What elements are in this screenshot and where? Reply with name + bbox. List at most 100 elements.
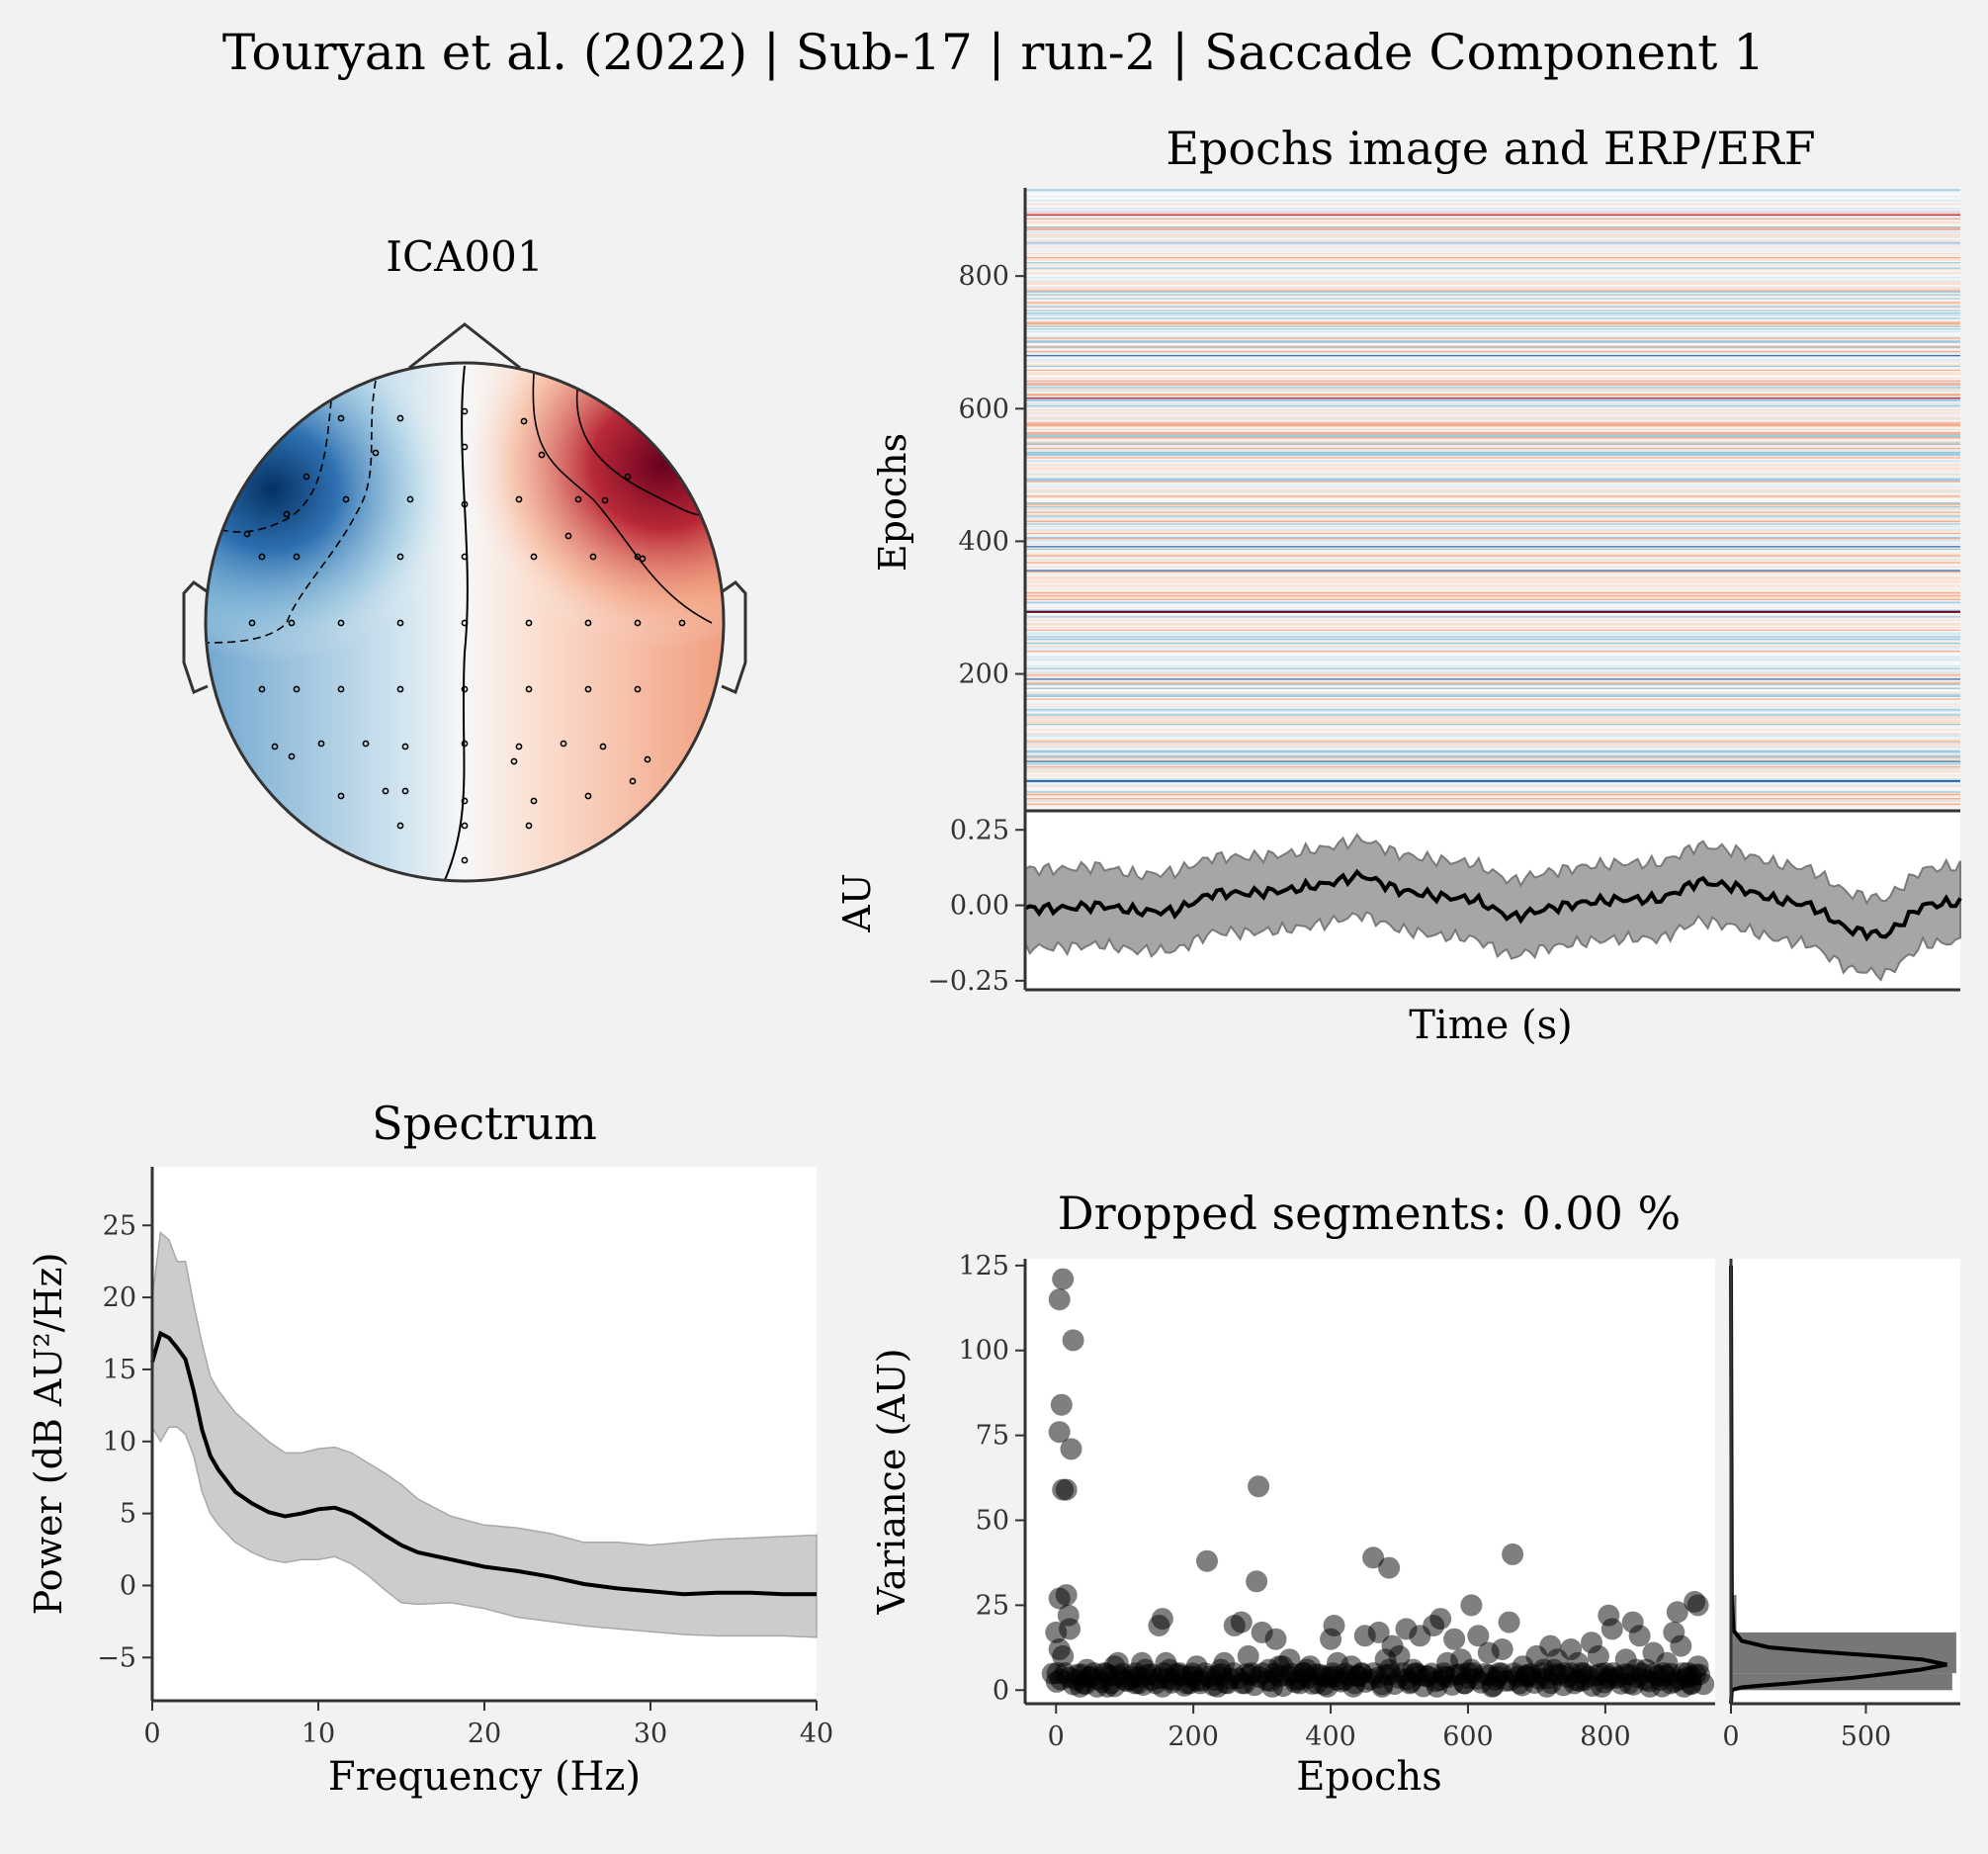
variance-xlabel: Epochs (1296, 1754, 1442, 1800)
sensor-dot (461, 407, 469, 415)
epoch-row (1026, 560, 1960, 563)
epoch-row (1026, 519, 1960, 521)
epoch-row (1026, 644, 1960, 646)
variance-panel: Dropped segments: 0.00 % 0 25 50 75 100 125 0… (870, 1187, 1960, 1800)
epoch-row (1026, 371, 1960, 373)
epoch-row (1026, 380, 1960, 382)
epoch-row (1026, 435, 1960, 438)
epoch-row (1026, 475, 1960, 478)
epoch-row (1026, 245, 1960, 248)
sensor-dot (461, 619, 469, 627)
epoch-row (1026, 743, 1960, 746)
epoch-row (1026, 416, 1960, 419)
scatter-point (1237, 1644, 1259, 1667)
epoch-row (1026, 425, 1960, 427)
epoch-row (1026, 474, 1960, 477)
epoch-row (1026, 694, 1960, 696)
epoch-row (1026, 671, 1960, 673)
epoch-row (1026, 608, 1960, 610)
epoch-row (1026, 509, 1960, 512)
sensor-dot (406, 495, 414, 503)
sensor-dot (317, 740, 325, 748)
sensor-dots (243, 407, 686, 864)
sensor-dot (401, 743, 409, 750)
sensor-dot (525, 685, 533, 693)
epoch-row (1026, 258, 1960, 260)
epoch-row (1026, 191, 1960, 194)
epoch-row (1026, 398, 1960, 400)
epoch-row (1026, 216, 1960, 218)
epoch-row (1026, 348, 1960, 350)
epoch-row (1026, 469, 1960, 471)
spectrum-confidence-band (151, 1231, 818, 1638)
erp-xlabel: Time (s) (1409, 1003, 1573, 1048)
epoch-row (1026, 638, 1960, 641)
epoch-row (1026, 451, 1960, 454)
histogram-plot-area (1731, 1259, 1960, 1704)
histogram-kde-line (1729, 1265, 1947, 1705)
epoch-row (1026, 788, 1960, 790)
epoch-row (1026, 352, 1960, 354)
y-tick-label: 5 (120, 1499, 136, 1530)
epoch-row (1026, 562, 1960, 564)
epoch-row (1026, 602, 1960, 605)
epoch-row (1026, 376, 1960, 378)
epoch-row (1026, 687, 1960, 689)
epoch-row (1026, 455, 1960, 458)
sensor-dot (634, 685, 642, 693)
epoch-row (1026, 710, 1960, 712)
x-tick-label: 10 (302, 1719, 335, 1749)
scatter-point (1048, 1638, 1071, 1660)
epoch-row (1026, 231, 1960, 233)
epoch-row (1026, 213, 1960, 215)
epoch-row (1026, 484, 1960, 486)
epoch-row (1026, 625, 1960, 627)
epoch-row (1026, 684, 1960, 687)
epoch-row (1026, 481, 1960, 483)
epoch-row (1026, 271, 1960, 273)
epoch-row (1026, 529, 1960, 532)
epoch-row (1026, 722, 1960, 724)
epoch-row (1026, 758, 1960, 761)
epoch-row (1026, 275, 1960, 277)
sensor-dot (271, 743, 279, 750)
epoch-row (1026, 236, 1960, 238)
scatter-point (1587, 1644, 1609, 1667)
epoch-row (1026, 279, 1960, 281)
sensor-dot (574, 495, 582, 503)
epoch-row (1026, 438, 1960, 440)
sensor-dot (644, 755, 651, 763)
epoch-row (1026, 453, 1960, 455)
sensor-dot (530, 553, 538, 561)
epoch-row (1026, 423, 1960, 426)
contour-line (206, 380, 377, 644)
epoch-row (1026, 604, 1960, 606)
epoch-row (1026, 752, 1960, 754)
sensor-dot (461, 553, 469, 561)
epoch-row (1026, 221, 1960, 224)
epoch-row (1026, 546, 1960, 548)
epoch-row (1026, 739, 1960, 742)
epoch-row (1026, 291, 1960, 293)
sensor-dot (520, 417, 528, 425)
epoch-row (1026, 592, 1960, 594)
epoch-row (1026, 507, 1960, 509)
epoch-row (1026, 791, 1960, 793)
epochs-image-yticks: 200 400 600 800 (958, 261, 1025, 690)
epoch-row (1026, 212, 1960, 214)
scatter-point (1060, 1438, 1082, 1460)
epoch-row (1026, 433, 1960, 435)
epoch-row (1026, 540, 1960, 543)
epoch-row (1026, 256, 1960, 259)
epoch-row (1026, 461, 1960, 463)
sensor-dot (461, 797, 469, 805)
epoch-row (1026, 799, 1960, 801)
sensor-dot (396, 822, 404, 830)
epoch-row (1026, 251, 1960, 253)
epoch-row (1026, 252, 1960, 255)
sensor-dot (634, 619, 642, 627)
epoch-row (1026, 407, 1960, 409)
epoch-row (1026, 688, 1960, 691)
sensor-dot (337, 685, 345, 693)
y-tick-label: −0.25 (927, 966, 1009, 997)
